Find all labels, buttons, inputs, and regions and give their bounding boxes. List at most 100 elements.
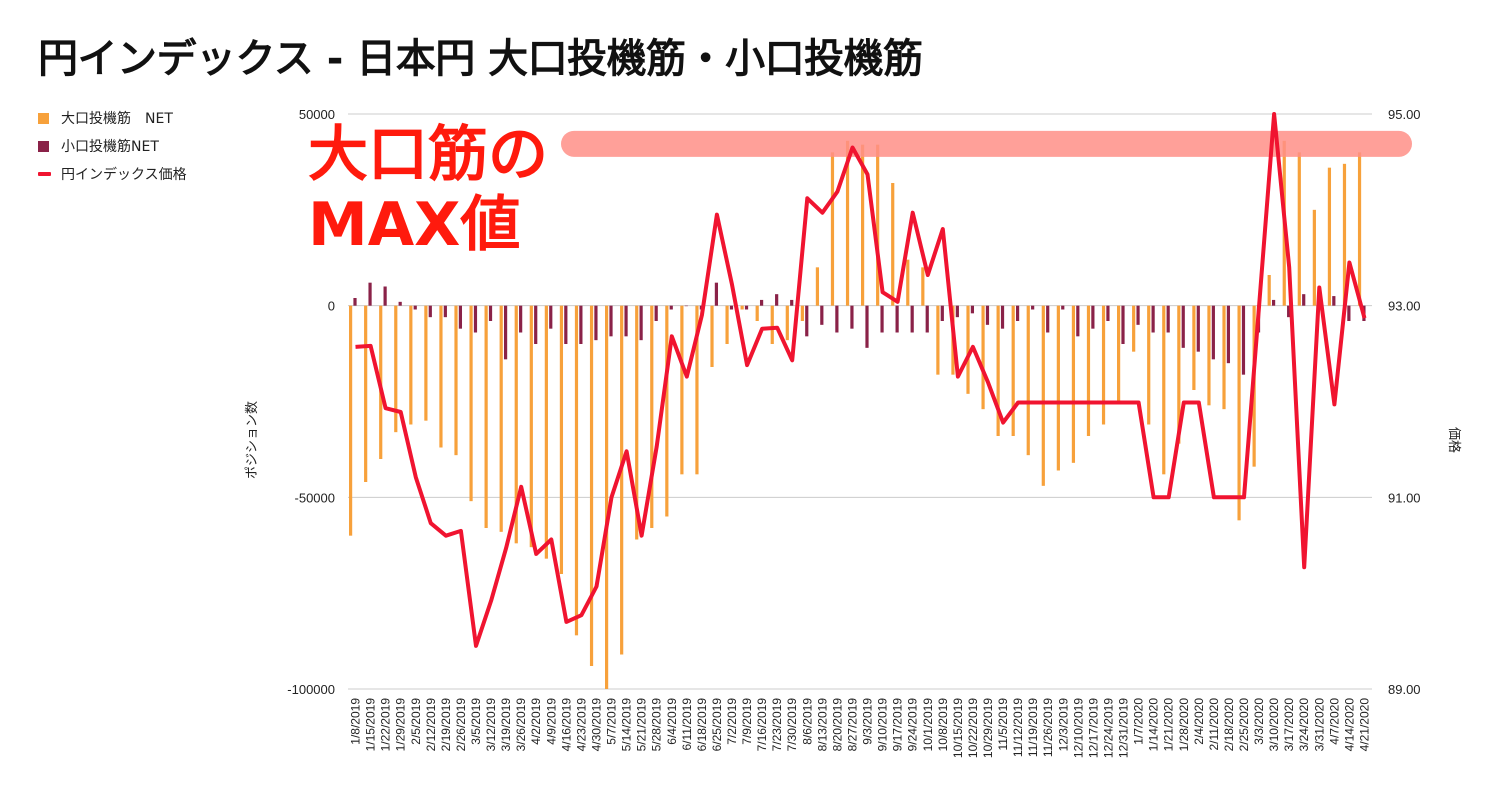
x-tick-label: 12/24/2019 [1102, 698, 1116, 758]
legend-item-large[interactable]: 大口投機筋 NET [38, 104, 187, 132]
x-tick-label: 10/29/2019 [981, 698, 995, 758]
bar-large [981, 305, 985, 410]
legend-label-small: 小口投機筋NET [61, 139, 159, 155]
x-tick-label: 12/10/2019 [1071, 698, 1085, 758]
x-tick-label: 7/16/2019 [755, 698, 769, 752]
bar-large [695, 305, 699, 475]
x-tick-label: 4/14/2020 [1342, 698, 1356, 752]
bar-small [473, 305, 478, 333]
bar-small [835, 305, 839, 333]
bar-large [1297, 152, 1301, 306]
x-tick-label: 8/13/2019 [815, 698, 829, 752]
x-tick-label: 11/26/2019 [1041, 698, 1055, 757]
x-axis-ticks: 1/8/2019 1/15/2019 1/22/2019 1/29/2019 2/5/2… [349, 698, 1372, 758]
x-tick-label: 1/15/2019 [364, 698, 378, 752]
bar-large [770, 305, 774, 344]
bar-large [815, 267, 820, 306]
bar-small [1136, 305, 1140, 325]
x-tick-label: 2/26/2019 [454, 698, 468, 752]
bar-small [428, 305, 432, 318]
bar-large [876, 144, 880, 306]
bar-small [1181, 305, 1185, 348]
x-tick-label: 4/16/2019 [559, 698, 573, 752]
bar-small [925, 305, 929, 333]
bar-small [955, 305, 959, 318]
x-tick-label: 4/30/2019 [590, 698, 604, 752]
x-tick-label: 8/6/2019 [800, 698, 814, 745]
bar-large [755, 305, 759, 321]
y2-tick-label: 93.00 [1388, 299, 1421, 314]
x-tick-label: 1/21/2020 [1162, 698, 1176, 752]
x-tick-label: 4/7/2020 [1327, 698, 1341, 745]
x-tick-label: 3/17/2020 [1282, 698, 1296, 752]
bar-small [534, 305, 538, 344]
bar-large [544, 305, 548, 559]
bar-small [1287, 305, 1291, 318]
bar-small [519, 305, 523, 333]
bar-large [1071, 305, 1076, 463]
legend-label-price: 円インデックス価格 [61, 167, 187, 183]
bar-large [635, 305, 639, 540]
y-axis-right-ticks: 95.00 93.00 91.00 89.00 [1388, 107, 1421, 697]
y2-tick-label: 95.00 [1388, 107, 1421, 122]
x-tick-label: 2/18/2020 [1222, 698, 1236, 752]
x-tick-label: 10/1/2019 [921, 698, 935, 752]
x-tick-label: 12/3/2019 [1056, 698, 1070, 752]
legend-item-price[interactable]: 円インデックス価格 [38, 160, 187, 188]
bar-small [1302, 294, 1306, 306]
bar-small [1226, 305, 1231, 364]
bar-small [880, 305, 884, 333]
bar-large [439, 305, 443, 448]
bar-large [574, 305, 579, 636]
bar-small [744, 305, 749, 310]
x-tick-label: 9/24/2019 [906, 698, 920, 752]
legend-item-small[interactable]: 小口投機筋NET [38, 132, 187, 160]
bar-large [665, 305, 669, 517]
x-tick-label: 10/8/2019 [936, 698, 950, 752]
x-tick-label: 3/31/2020 [1312, 698, 1326, 752]
bar-small [398, 301, 402, 306]
bar-large [1101, 305, 1106, 425]
bar-large [1357, 152, 1362, 306]
x-tick-label: 6/25/2019 [710, 698, 724, 752]
bar-large [830, 152, 835, 306]
x-tick-label: 7/30/2019 [785, 698, 799, 752]
bar-large [921, 267, 925, 306]
bar-large [725, 305, 729, 344]
annotation-line-1: 大口筋の [308, 120, 548, 190]
bar-large [1327, 167, 1332, 306]
bar-large [484, 305, 488, 528]
bar-large [800, 305, 804, 321]
x-tick-label: 11/19/2019 [1026, 698, 1040, 757]
small-bars [353, 282, 1366, 375]
x-tick-label: 2/25/2020 [1237, 698, 1251, 752]
bar-large [680, 305, 684, 475]
bar-small [1091, 305, 1095, 329]
bar-small [413, 305, 417, 310]
bar-small [805, 305, 809, 337]
x-tick-label: 10/15/2019 [951, 698, 965, 758]
bar-small [639, 305, 643, 341]
bar-large [394, 305, 398, 433]
x-tick-label: 2/12/2019 [424, 698, 438, 752]
bar-small [1076, 305, 1080, 337]
legend-swatch-small [38, 140, 49, 152]
bar-small [1061, 305, 1065, 310]
legend-label-large: 大口投機筋 NET [61, 111, 173, 127]
bar-small [985, 305, 990, 325]
bar-small [1015, 305, 1020, 321]
x-tick-label: 4/23/2019 [574, 698, 588, 752]
bar-large [906, 259, 910, 306]
x-tick-label: 2/5/2019 [409, 698, 423, 745]
bar-large [620, 305, 624, 655]
legend: 大口投機筋 NET 小口投機筋NET 円インデックス価格 [38, 104, 187, 188]
bar-large [936, 305, 940, 375]
bar-large [559, 305, 564, 574]
bar-large [1192, 305, 1196, 390]
bar-large [1041, 305, 1045, 486]
y-tick-label: -50000 [295, 490, 335, 505]
x-tick-label: 3/3/2020 [1252, 698, 1266, 745]
bar-small [850, 305, 854, 329]
bar-large [1117, 305, 1121, 402]
bar-small [654, 305, 658, 321]
